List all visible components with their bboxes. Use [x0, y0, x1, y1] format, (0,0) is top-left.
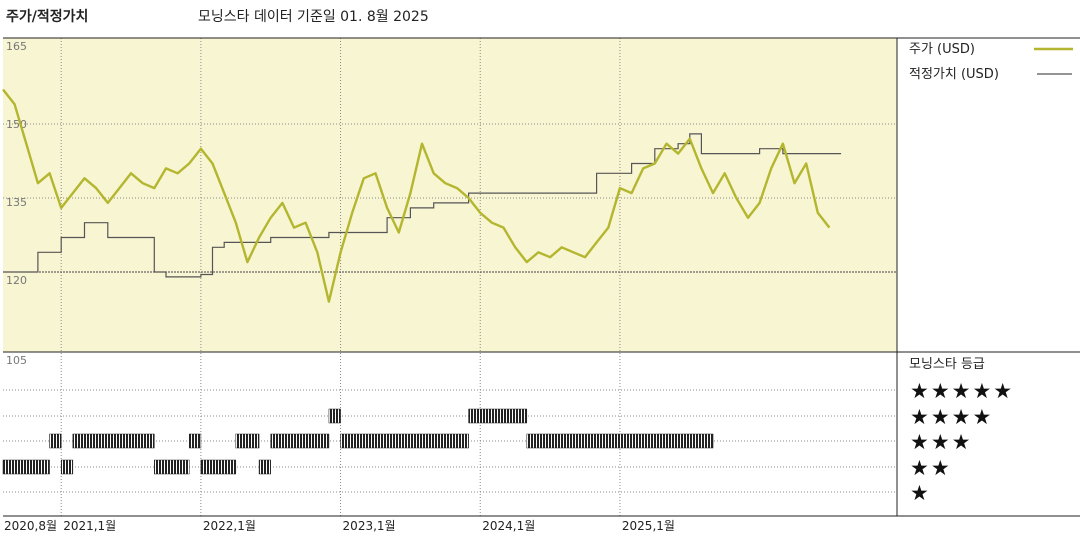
y-tick-label: 105 [6, 354, 27, 367]
x-tick-label: 2020,8월 [4, 519, 57, 533]
rating-segment [154, 459, 190, 475]
rating-segment [60, 459, 74, 475]
upper-plot-bg [3, 38, 897, 352]
x-tick-label: 2023,1월 [343, 519, 396, 533]
y-tick-label: 120 [6, 274, 27, 287]
y-tick-label: 165 [6, 40, 27, 53]
data-date-subtitle: 모닝스타 데이터 기준일 01. 8월 2025 [198, 9, 429, 25]
rating-segment [72, 433, 155, 449]
y-axis-ticks: 165 150 135 120 105 [6, 40, 27, 367]
star-level-label: ★★★★ [910, 405, 993, 429]
star-level-label: ★★ [910, 456, 952, 480]
y-tick-label: 135 [6, 196, 27, 209]
rating-bars [2, 389, 897, 493]
rating-segment [526, 433, 714, 449]
rating-title: 모닝스타 등급 [909, 357, 985, 372]
rating-segment [258, 459, 271, 475]
price-line [2, 88, 831, 303]
rating-segment [328, 408, 341, 424]
x-tick-label: 2022,1월 [203, 519, 256, 533]
legend-price-label: 주가 (USD) [909, 42, 975, 57]
rating-segment [2, 459, 50, 475]
rating-segment [340, 433, 469, 449]
gridlines [3, 38, 897, 516]
star-level-label: ★★★★★ [910, 379, 1014, 403]
x-tick-label: 2025,1월 [622, 519, 675, 533]
rating-segment [188, 433, 202, 449]
rating-segment [270, 433, 330, 449]
legend: 주가 (USD) 적정가치 (USD) 모닝스타 등급 [909, 42, 1073, 372]
y-tick-label: 150 [6, 118, 27, 131]
rating-segment [235, 433, 260, 449]
legend-fair-label: 적정가치 (USD) [909, 67, 999, 82]
chart-title: 주가/적정가치 [6, 9, 89, 25]
frame [3, 37, 1080, 517]
rating-segment [49, 433, 62, 449]
x-axis-ticks: 2020,8월 2021,1월 2022,1월 2023,1월 2024,1월 2025,… [4, 519, 675, 533]
star-level-label: ★★★ [910, 430, 972, 454]
star-rating-levels: ★★★★★★★★★★★★★★★ [910, 379, 1014, 505]
x-tick-label: 2021,1월 [63, 519, 116, 533]
x-tick-label: 2024,1월 [482, 519, 535, 533]
star-level-label: ★ [910, 481, 931, 505]
rating-segment [200, 459, 237, 475]
rating-segment [468, 408, 528, 424]
